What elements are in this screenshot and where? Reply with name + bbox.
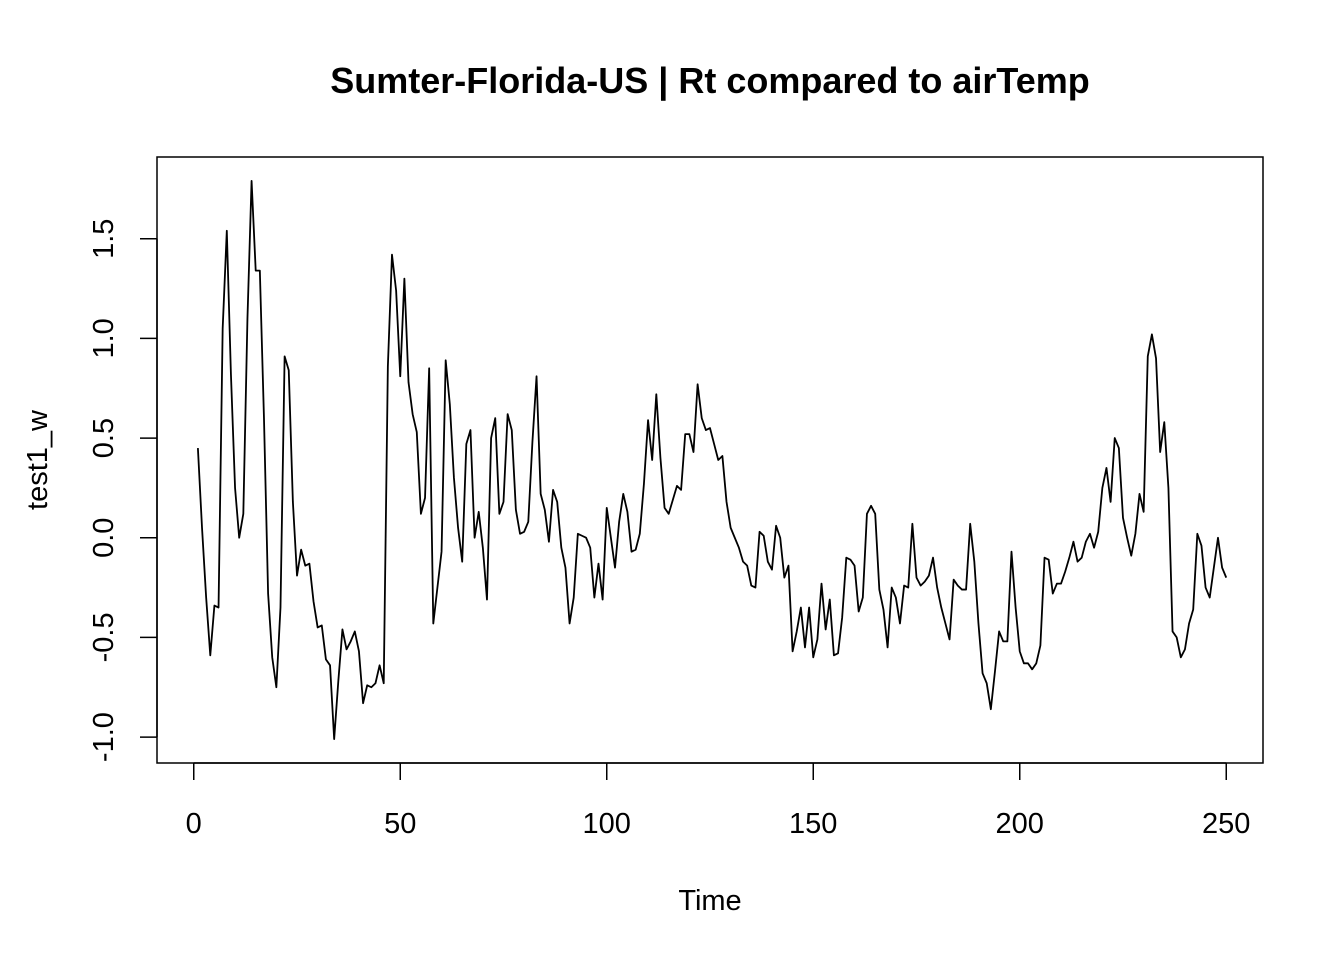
y-tick-label: 1.5 — [88, 219, 120, 259]
y-tick-label: 0.0 — [88, 518, 120, 558]
x-tick-label: 200 — [996, 808, 1044, 840]
y-axis: -1.0 -0.5 0.0 0.5 1.0 1.5 — [88, 219, 158, 762]
series-line — [196, 180, 1228, 740]
x-tick-label: 150 — [789, 808, 837, 840]
x-axis-label: Time — [678, 885, 741, 917]
series-layer — [196, 180, 1228, 740]
chart-title: Sumter-Florida-US | Rt compared to airTe… — [330, 60, 1090, 102]
x-tick-label: 250 — [1202, 808, 1250, 840]
y-tick-label: 1.0 — [88, 318, 120, 358]
y-tick-label: -0.5 — [88, 612, 120, 662]
x-tick-label: 0 — [186, 808, 202, 840]
y-axis-label: test1_w — [22, 409, 54, 510]
x-tick-label: 100 — [583, 808, 631, 840]
x-axis: 0 50 100 150 200 250 — [186, 762, 1250, 840]
y-tick-label: -1.0 — [88, 712, 120, 762]
y-tick-label: 0.5 — [88, 418, 120, 458]
x-tick-label: 50 — [384, 808, 416, 840]
